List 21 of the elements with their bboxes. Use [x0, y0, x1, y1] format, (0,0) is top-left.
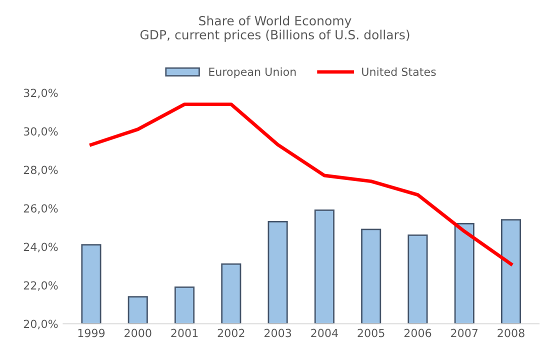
- x-tick-label: 2007: [451, 328, 478, 338]
- x-tick-label: 1999: [78, 328, 105, 338]
- x-tick-label: 2008: [498, 328, 524, 338]
- y-tick-label: 32,0%: [24, 88, 58, 98]
- line-series: [90, 102, 513, 266]
- chart-title: Share of World Economy GDP, current prices (Billions of U.S. dollars): [140, 16, 410, 42]
- x-tick-label: 2001: [171, 328, 198, 338]
- y-tick-label: 20,0%: [24, 320, 58, 330]
- y-tick-label: 26,0%: [24, 204, 58, 214]
- legend-label: United States: [362, 67, 436, 76]
- x-tick-label: 2003: [264, 328, 292, 338]
- y-tick-label: 24,0%: [24, 242, 58, 252]
- x-tick-label: 2002: [218, 328, 244, 338]
- x-tick-label: 2005: [358, 328, 384, 338]
- y-tick-label: 30,0%: [24, 127, 58, 137]
- y-tick-label: 28,0%: [24, 166, 58, 176]
- x-tick-label: 2006: [404, 328, 432, 338]
- x-tick-label: 2004: [311, 328, 338, 338]
- legend-label: European Union: [209, 67, 296, 78]
- y-tick-label: 22,0%: [24, 281, 58, 291]
- x-tick-label: 2000: [124, 328, 152, 338]
